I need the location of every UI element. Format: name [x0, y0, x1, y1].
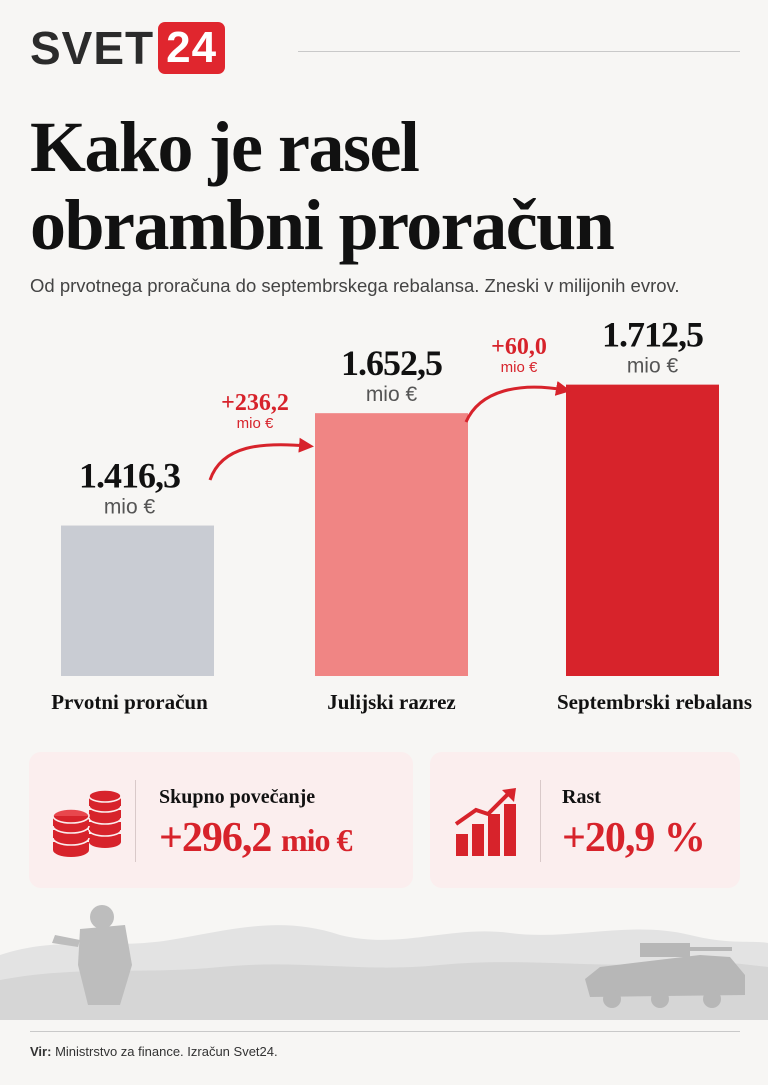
source-label: Vir: — [30, 1044, 52, 1059]
bar-unit-label: mio € — [366, 383, 418, 406]
increment-unit-label: mio € — [501, 359, 538, 376]
total-increase-value: +296,2 mio € — [159, 814, 353, 862]
brand-logo: SVET 24 — [30, 22, 226, 74]
bar-value-label: 1.652,5 — [341, 343, 442, 383]
category-label: Prvotni proračun — [51, 690, 208, 714]
title-line-2: obrambni proračun — [30, 185, 615, 265]
total-increase-label: Skupno povečanje — [159, 786, 316, 808]
category-label: Julijski razrez — [327, 690, 456, 714]
source-note: Vir: Ministrstvo za finance. Izračun Sve… — [30, 1044, 278, 1059]
card-divider — [540, 780, 541, 862]
increment-arrow-1 — [208, 437, 314, 481]
bar-1 — [61, 525, 214, 676]
bar-unit-label: mio € — [627, 355, 679, 378]
card-divider — [135, 780, 136, 862]
footer-rule — [30, 1031, 740, 1032]
increment-value-label: +60,0 — [491, 334, 547, 360]
total-increase-number: +296,2 — [159, 815, 272, 861]
growth-card: Rast +20,9 % — [430, 752, 740, 888]
subtitle: Od prvotnega proračuna do septembrskega … — [30, 275, 680, 296]
military-silhouette-illustration — [0, 905, 768, 1020]
title-line-1: Kako je rasel — [30, 107, 420, 187]
category-label: Septembrski rebalans — [557, 690, 752, 714]
brand-number: 24 — [158, 22, 226, 74]
bar-3 — [566, 384, 719, 676]
increment-arrow-2 — [464, 381, 571, 423]
coins-icon — [52, 789, 122, 857]
bar-unit-label: mio € — [104, 496, 156, 519]
total-increase-card: Skupno povečanje +296,2 mio € — [29, 752, 413, 888]
growth-label: Rast — [562, 786, 601, 808]
bar-2 — [315, 413, 468, 676]
growth-value: +20,9 % — [562, 815, 706, 861]
total-increase-unit: mio € — [280, 822, 353, 858]
growth-chart-icon — [454, 788, 516, 856]
brand-name: SVET — [30, 22, 155, 74]
bar-value-label: 1.712,5 — [602, 315, 703, 355]
increment-unit-label: mio € — [237, 415, 274, 432]
header-rule — [298, 51, 740, 52]
source-text: Ministrstvo za finance. Izračun Svet24. — [55, 1044, 278, 1059]
page-title: Kako je rasel obrambni proračun — [30, 108, 750, 264]
increment-value-label: +236,2 — [221, 390, 289, 416]
bar-value-label: 1.416,3 — [79, 456, 180, 496]
